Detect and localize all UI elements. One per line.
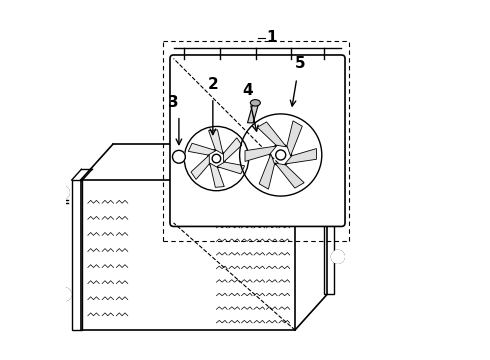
- Polygon shape: [223, 138, 242, 162]
- Polygon shape: [275, 163, 304, 188]
- Polygon shape: [287, 121, 302, 156]
- Text: 2: 2: [207, 77, 218, 93]
- Text: 4: 4: [243, 83, 253, 98]
- Polygon shape: [210, 163, 224, 187]
- Polygon shape: [209, 130, 223, 154]
- Bar: [72, 180, 82, 330]
- Circle shape: [212, 154, 220, 163]
- FancyBboxPatch shape: [170, 55, 345, 226]
- Text: 1: 1: [267, 30, 277, 45]
- Polygon shape: [259, 154, 274, 189]
- Circle shape: [58, 288, 71, 301]
- Polygon shape: [247, 105, 258, 123]
- Text: 3: 3: [168, 95, 179, 111]
- Circle shape: [276, 150, 286, 160]
- Polygon shape: [217, 162, 245, 174]
- Ellipse shape: [250, 100, 260, 106]
- Polygon shape: [257, 122, 287, 147]
- Polygon shape: [245, 146, 277, 161]
- Bar: [81, 180, 295, 330]
- Polygon shape: [285, 149, 317, 164]
- Polygon shape: [188, 143, 216, 155]
- Circle shape: [56, 186, 69, 199]
- Polygon shape: [191, 155, 209, 179]
- Bar: [323, 212, 334, 294]
- Text: 5: 5: [295, 56, 306, 71]
- Circle shape: [172, 150, 185, 163]
- Circle shape: [331, 250, 344, 263]
